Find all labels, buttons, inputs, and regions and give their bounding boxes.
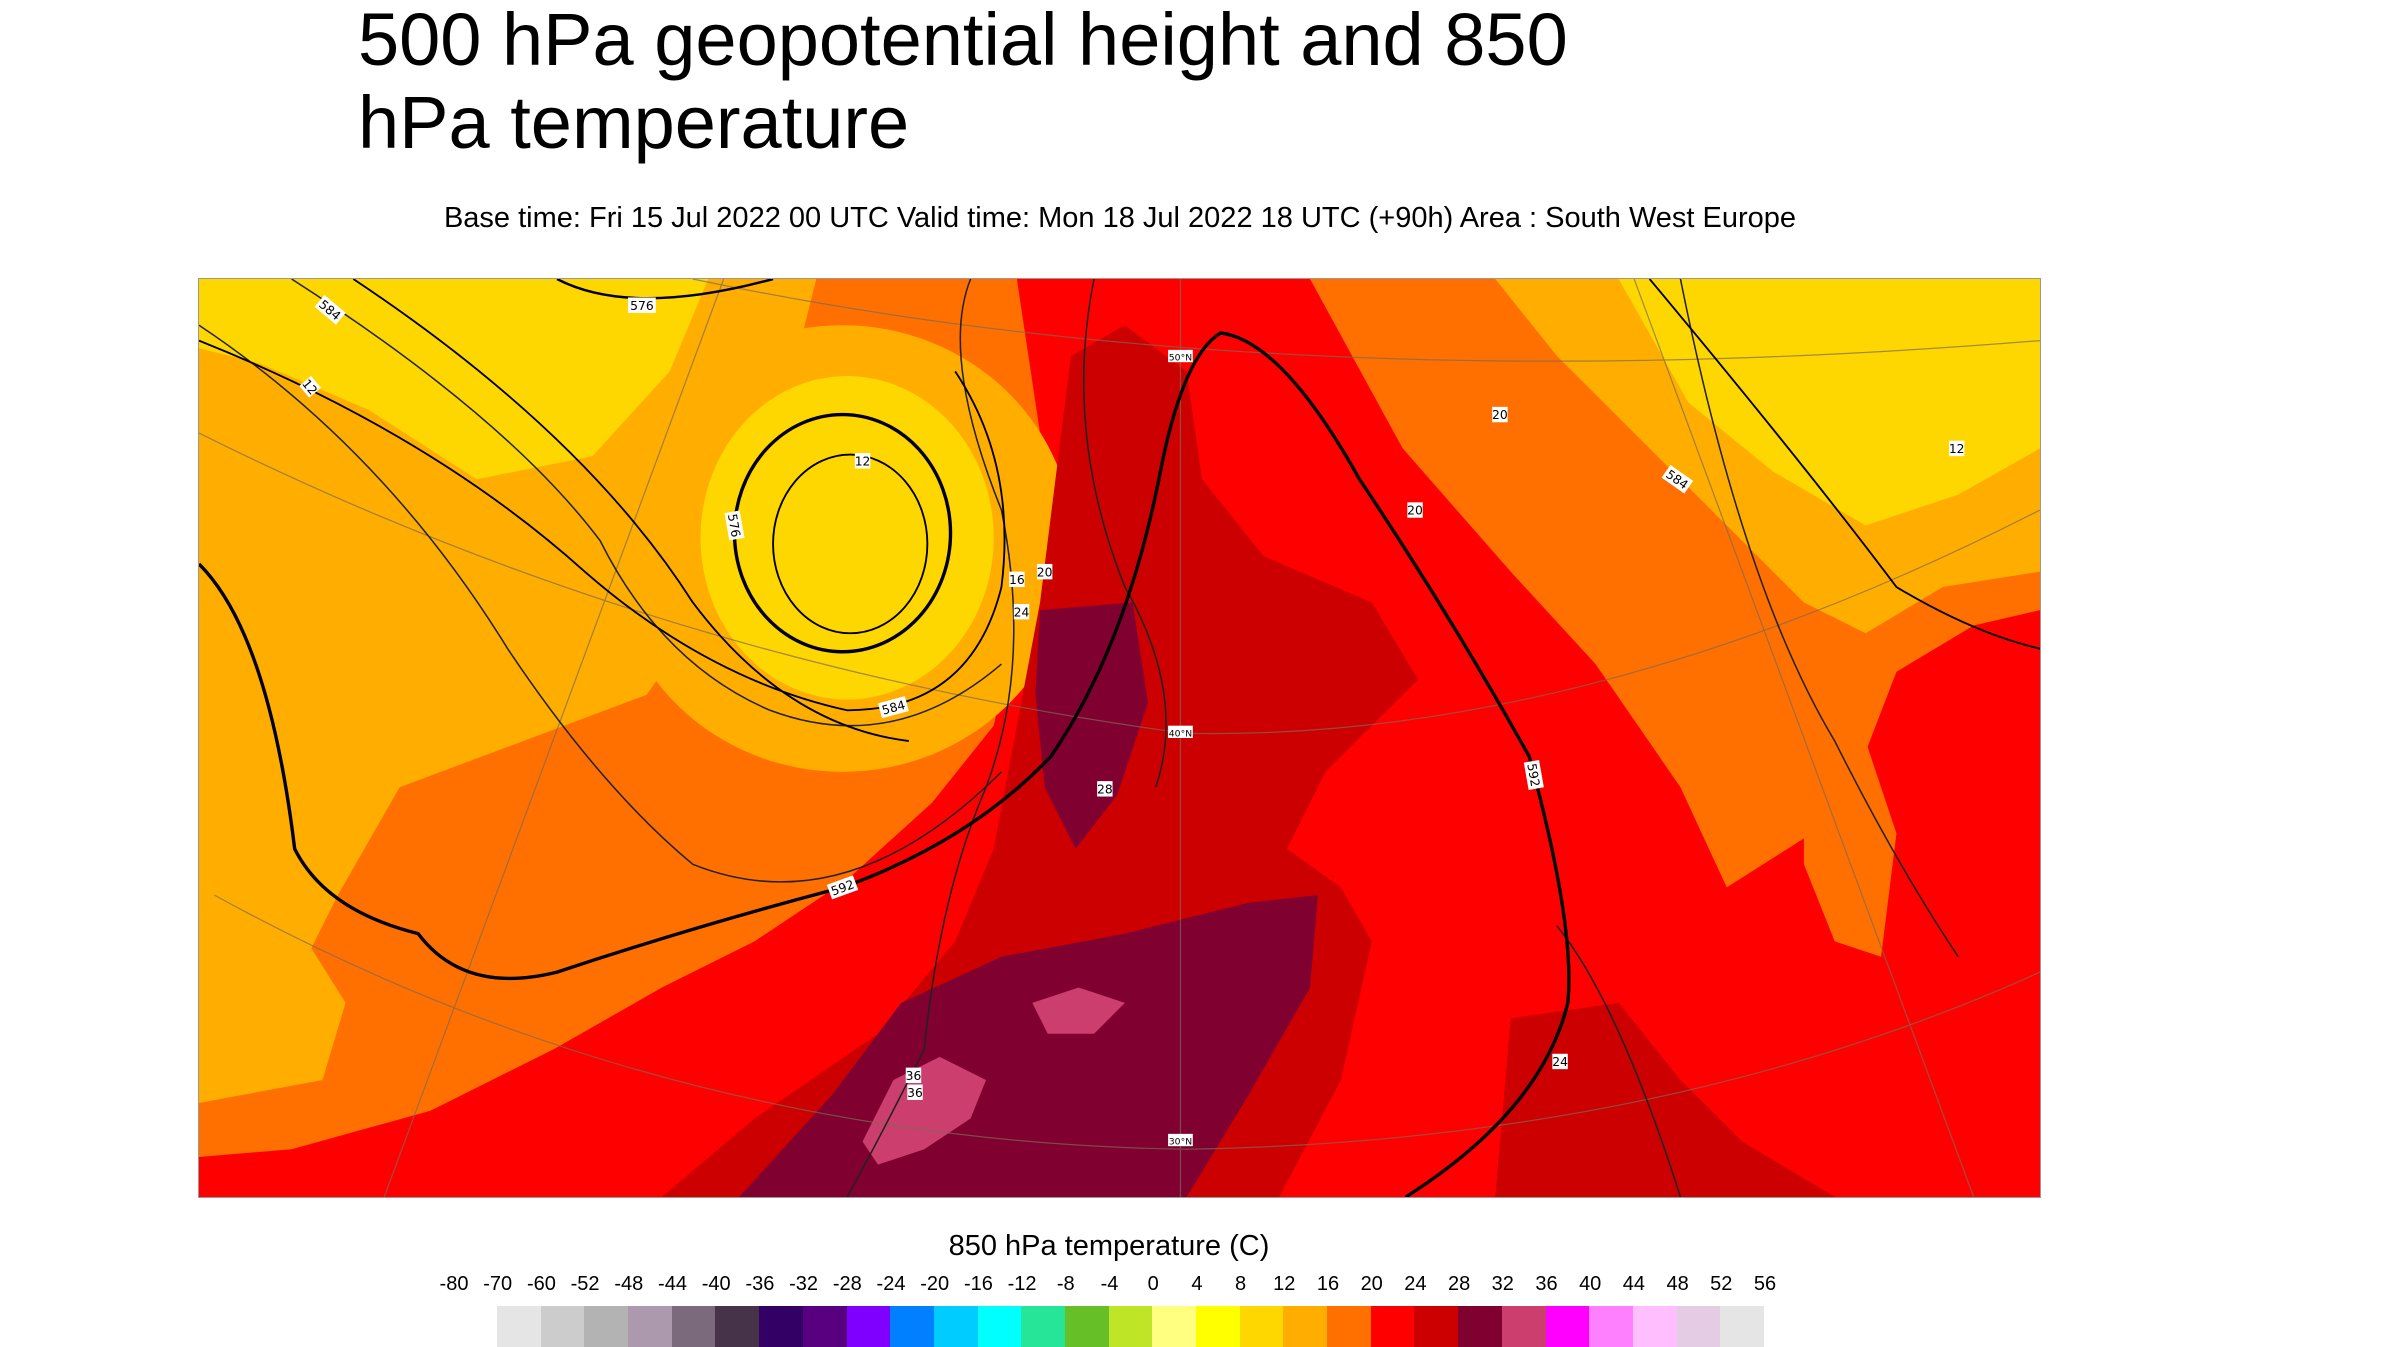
colorbar-label: -12 xyxy=(1007,1273,1037,1295)
colorbar-swatch xyxy=(1064,1306,1109,1347)
contour-label: 20 xyxy=(1492,408,1508,422)
colorbar-label: -70 xyxy=(483,1273,513,1295)
contour-label: 24 xyxy=(1014,605,1030,619)
latitude-label: 40°N xyxy=(1169,728,1192,739)
chart-subtitle: Base time: Fri 15 Jul 2022 00 UTC Valid … xyxy=(443,202,1797,234)
contour-label: 584 xyxy=(880,698,907,718)
colorbar-label: -16 xyxy=(963,1273,993,1295)
contour-label: 20 xyxy=(1037,565,1053,579)
colorbar-swatch xyxy=(671,1306,716,1347)
fill-t16-southwest xyxy=(199,925,346,1104)
contour-label: 20 xyxy=(1407,504,1423,518)
colorbar-label: 40 xyxy=(1579,1273,1602,1295)
colorbar-label: 28 xyxy=(1447,1273,1471,1295)
colorbar-label: 12 xyxy=(1273,1273,1296,1295)
colorbar-swatch xyxy=(497,1306,541,1347)
colorbar-swatch xyxy=(540,1306,585,1347)
colorbar-label: 52 xyxy=(1710,1273,1733,1295)
contour-label: 12 xyxy=(1949,442,1965,456)
colorbar-swatch xyxy=(1589,1306,1633,1347)
fill-t12-east xyxy=(1618,279,2040,526)
colorbar-label: -48 xyxy=(614,1273,644,1295)
colorbar-swatch xyxy=(1720,1306,1764,1347)
colorbar-label: 36 xyxy=(1535,1273,1558,1295)
colorbar-swatch xyxy=(1370,1306,1415,1347)
colorbar xyxy=(497,1306,1764,1347)
contour-label: 24 xyxy=(1552,1055,1568,1069)
colorbar-label: -36 xyxy=(745,1273,775,1295)
contour-label: 36 xyxy=(907,1086,923,1100)
colorbar-label: 0 xyxy=(1147,1273,1159,1295)
fill-t36 xyxy=(862,987,1125,1165)
colorbar-swatch xyxy=(1458,1306,1502,1347)
colorbar-swatch xyxy=(846,1306,891,1347)
colorbar-label: 48 xyxy=(1666,1273,1689,1295)
contour-inner-low xyxy=(772,453,929,635)
contour-label: 576 xyxy=(725,513,743,539)
colorbar-label: -44 xyxy=(658,1273,687,1295)
colorbar-title: 850 hPa temperature (C) xyxy=(948,1230,1270,1262)
contour-label: 28 xyxy=(1097,782,1113,796)
colorbar-label: 32 xyxy=(1491,1273,1514,1295)
colorbar-label: -80 xyxy=(439,1273,469,1295)
colorbar-label: -20 xyxy=(920,1273,950,1295)
fill-t28-east xyxy=(1495,1002,1835,1197)
colorbar-swatch xyxy=(1239,1306,1284,1347)
colorbar-swatch xyxy=(1676,1306,1721,1347)
fill-t20-southeast xyxy=(1803,741,1897,957)
colorbar-swatch xyxy=(1152,1306,1196,1347)
colorbar-swatch xyxy=(890,1306,934,1347)
colorbar-label: -40 xyxy=(701,1273,731,1295)
colorbar-label: -32 xyxy=(789,1273,819,1295)
colorbar-swatch xyxy=(802,1306,847,1347)
colorbar-swatch xyxy=(628,1306,672,1347)
contour-label: 36 xyxy=(906,1069,922,1083)
weather-map: 584 576 576 584 592 592 584 12 12 16 20 … xyxy=(198,278,2041,1198)
colorbar-label: 20 xyxy=(1360,1273,1383,1295)
fill-t12-low xyxy=(700,376,994,700)
chart-title: 500 hPa geopotential height and 850 hPa … xyxy=(358,0,1568,164)
colorbar-swatch xyxy=(1632,1306,1677,1347)
colorbar-label: -4 xyxy=(1100,1273,1119,1295)
colorbar-swatch xyxy=(1283,1306,1328,1347)
latitude-label: 50°N xyxy=(1169,353,1192,364)
fill-t12-northwest xyxy=(199,279,709,480)
colorbar-label: 56 xyxy=(1753,1273,1777,1295)
contour-label: 592 xyxy=(1524,762,1542,788)
colorbar-label: 24 xyxy=(1404,1273,1427,1295)
colorbar-label: 8 xyxy=(1235,1273,1247,1295)
latitude-label: 30°N xyxy=(1169,1137,1192,1148)
colorbar-swatch xyxy=(759,1306,803,1347)
colorbar-label: 44 xyxy=(1622,1273,1646,1295)
colorbar-swatch xyxy=(977,1306,1022,1347)
colorbar-label: -24 xyxy=(876,1273,906,1295)
geopotential-contours xyxy=(199,279,2040,1197)
contour-584 xyxy=(199,339,1006,712)
colorbar-swatch xyxy=(1501,1306,1546,1347)
contour-label: 12 xyxy=(299,377,320,398)
contour-label: 16 xyxy=(1009,573,1025,587)
contour-592 xyxy=(199,331,1571,1197)
colorbar-label: -60 xyxy=(526,1273,556,1295)
colorbar-swatch xyxy=(1327,1306,1371,1347)
colorbar-swatch xyxy=(1196,1306,1240,1347)
fill-t32-iberia xyxy=(1035,602,1149,849)
colorbar-swatch xyxy=(1108,1306,1153,1347)
colorbar-swatch xyxy=(1545,1306,1590,1347)
colorbar-swatch xyxy=(715,1306,760,1347)
contour-label: 12 xyxy=(855,454,871,468)
colorbar-label: -28 xyxy=(832,1273,862,1295)
colorbar-label: -8 xyxy=(1056,1273,1075,1295)
colorbar-label: 4 xyxy=(1191,1273,1203,1295)
colorbar-swatch xyxy=(933,1306,978,1347)
contour-label: 576 xyxy=(630,299,654,313)
colorbar-swatch xyxy=(584,1306,629,1347)
colorbar-label: 16 xyxy=(1316,1273,1340,1295)
colorbar-label: -52 xyxy=(570,1273,600,1295)
colorbar-swatch xyxy=(1021,1306,1065,1347)
colorbar-swatch xyxy=(1414,1306,1459,1347)
